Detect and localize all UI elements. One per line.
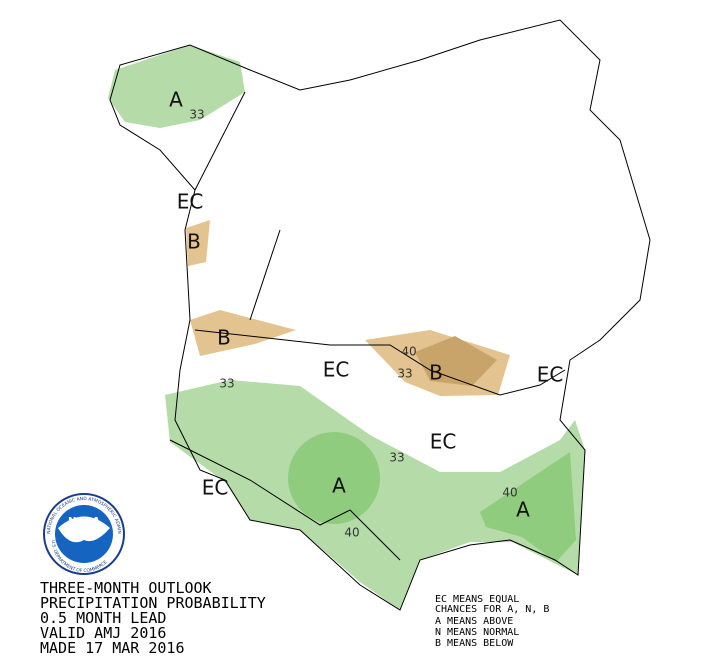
pnw-below	[190, 310, 296, 356]
caption: THREE-MONTH OUTLOOK PRECIPITATION PROBAB…	[40, 579, 266, 657]
map-label: B	[429, 361, 443, 385]
lakes-below-40	[415, 336, 497, 386]
land-outlines	[109, 19, 651, 611]
map-label: EC	[323, 358, 350, 382]
borders	[169, 91, 566, 561]
shading	[108, 45, 585, 610]
coastline	[109, 19, 651, 611]
bc-below	[186, 220, 210, 266]
map-label: EC	[202, 476, 229, 500]
legend-line: A MEANS ABOVE	[435, 616, 513, 627]
caption-line: 0.5 MONTH LEAD	[40, 609, 166, 627]
caption-line: PRECIPITATION PROBABILITY	[40, 594, 266, 612]
contour-label: 33	[189, 108, 204, 122]
legend: EC MEANS EQUAL CHANCES FOR A, N, B A MEA…	[435, 594, 549, 649]
caption-line: MADE 17 MAR 2016	[40, 639, 185, 657]
texas-above-40	[288, 432, 380, 524]
logo-gull	[58, 516, 110, 543]
legend-line: B MEANS BELOW	[435, 638, 514, 649]
logo-ring-top: NATIONAL OCEANIC AND ATMOSPHERIC ADMINIS…	[0, 0, 122, 534]
map-label: EC	[177, 190, 204, 214]
contour-label: 40	[401, 345, 416, 359]
legend-line: EC MEANS EQUAL	[435, 594, 519, 605]
map-label: B	[217, 326, 231, 350]
legend-line: CHANCES FOR A, N, B	[435, 604, 549, 615]
southeast-above-40	[480, 452, 576, 562]
map-label: EC	[537, 363, 564, 387]
logo-name: NOAA	[68, 516, 100, 527]
contour-label: 33	[219, 377, 234, 391]
legend-line: N MEANS NORMAL	[435, 627, 519, 638]
map-label: EC	[430, 430, 457, 454]
contour-label: 33	[389, 451, 404, 465]
map-label: A	[332, 474, 346, 498]
caption-line: THREE-MONTH OUTLOOK	[40, 579, 212, 597]
noaa-logo: NATIONAL OCEANIC AND ATMOSPHERIC ADMINIS…	[0, 0, 125, 575]
map-label: A	[516, 498, 530, 522]
map-label: A	[169, 88, 183, 112]
contour-label: 33	[397, 367, 412, 381]
map-label: B	[187, 230, 201, 254]
contour-label: 40	[344, 526, 359, 540]
caption-line: VALID AMJ 2016	[40, 624, 166, 642]
map-labels: A 33 EC B B 40 33 B EC EC 33 EC 33 A 40 …	[169, 88, 563, 540]
contour-label: 40	[502, 486, 517, 500]
alaska-above	[108, 45, 245, 128]
